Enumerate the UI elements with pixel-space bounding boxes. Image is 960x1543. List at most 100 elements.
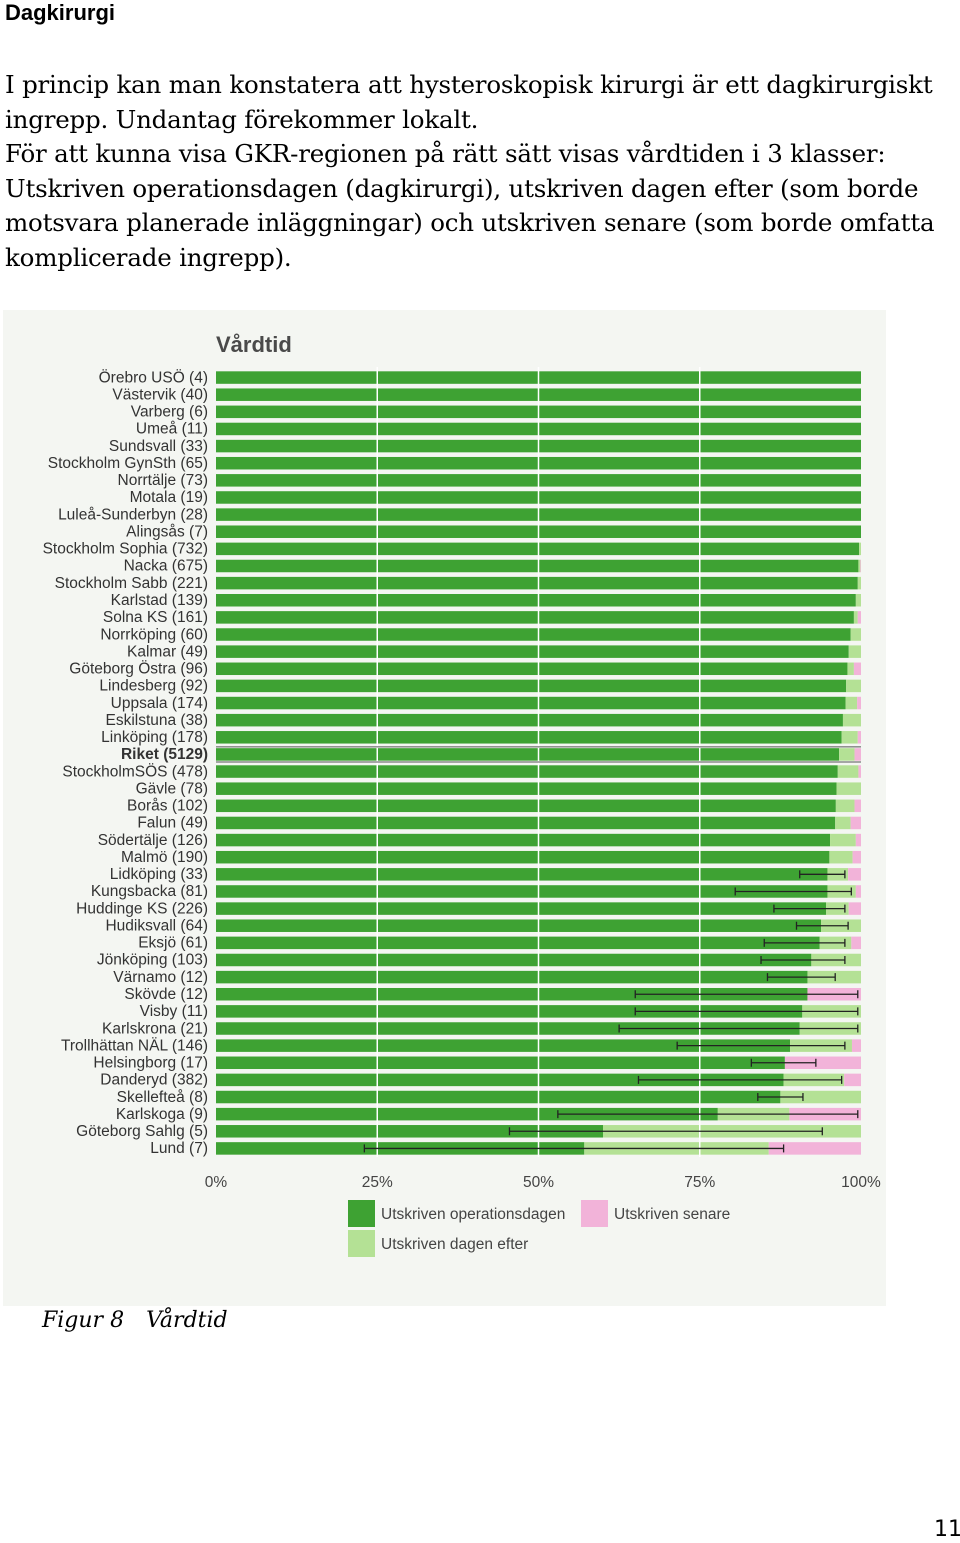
bar-later — [768, 1142, 861, 1155]
bar-op_day — [216, 713, 843, 727]
category-label: Danderyd (382) — [100, 1072, 208, 1089]
bar-op_day — [216, 542, 860, 556]
x-tick-label: 75% — [684, 1174, 715, 1191]
bar-op_day — [216, 1022, 800, 1035]
category-label: Kalmar (49) — [127, 643, 208, 660]
paragraph-2: För att kunna visa GKR-regionen på rätt … — [5, 139, 935, 272]
bar-op_day — [216, 1039, 791, 1052]
category-label: Visby (11) — [140, 1003, 208, 1020]
category-label: Göteborg Östra (96) — [69, 660, 208, 678]
x-tick-label: 50% — [523, 1174, 554, 1191]
category-label: Solna KS (161) — [103, 609, 208, 626]
category-label: Malmö (190) — [121, 849, 208, 866]
bar-later — [857, 696, 861, 710]
bar-op_day — [216, 833, 831, 847]
bar-next_day — [842, 713, 861, 727]
bar-next_day — [835, 799, 855, 813]
category-label: Sundsvall (33) — [109, 438, 208, 455]
bar-op_day — [216, 1005, 803, 1018]
category-label: Linköping (178) — [101, 729, 208, 746]
bar-op_day — [216, 987, 808, 1001]
bar-op_day — [216, 576, 858, 590]
bar-next_day — [836, 782, 861, 795]
bar-op_day — [216, 850, 830, 864]
bar-op_day — [216, 594, 856, 607]
category-label: Trollhättan NÄL (146) — [61, 1037, 208, 1054]
bar-next_day — [845, 696, 858, 710]
bar-later — [848, 868, 861, 881]
bar-later — [854, 799, 861, 813]
category-label: Umeå (11) — [136, 421, 208, 438]
category-label: Örebro USÖ (4) — [99, 368, 208, 386]
category-label: Eksjö (61) — [138, 935, 208, 952]
bar-later — [848, 902, 861, 915]
bar-op_day — [216, 645, 849, 658]
care-time-chart: Vårdtid Örebro USÖ (4) Västervik (40) Varbe… — [3, 310, 886, 1306]
bar-op_day — [216, 970, 808, 984]
caption-label: Figur 8 — [42, 1308, 125, 1333]
category-label: Riket (5129) — [121, 746, 208, 763]
bar-next_day — [857, 576, 861, 590]
category-label: Huddinge KS (226) — [76, 900, 208, 917]
bar-op_day — [216, 1125, 603, 1138]
bar-next_day — [853, 611, 858, 624]
bar-op_day — [216, 919, 822, 932]
category-label: Karlskrona (21) — [102, 1020, 208, 1037]
bar-op_day — [216, 1056, 785, 1070]
category-label: Eskilstuna (38) — [105, 712, 208, 729]
category-label: Lidköping (33) — [110, 866, 208, 883]
bar-later — [858, 765, 861, 778]
category-label: Västervik (40) — [112, 386, 208, 403]
category-label: Karlskoga (9) — [116, 1106, 208, 1123]
category-label: Alingsås (7) — [126, 523, 208, 540]
bar-next_day — [847, 662, 854, 676]
category-label: Göteborg Sahlg (5) — [76, 1123, 208, 1140]
bar-later — [851, 936, 861, 950]
page-number: 11 — [934, 1517, 960, 1542]
bar-op_day — [216, 868, 828, 881]
x-tick-label: 0% — [205, 1174, 228, 1191]
legend-label-op_day: Utskriven operationsdagen — [381, 1206, 565, 1223]
category-label: Motala (19) — [130, 489, 208, 506]
bar-op_day — [216, 611, 854, 624]
bar-op_day — [216, 628, 851, 641]
category-label: Värnamo (12) — [113, 969, 208, 986]
bar-later — [853, 662, 861, 676]
figure-caption: Figur 8 Vårdtid — [42, 1308, 228, 1333]
bar-next_day — [859, 542, 861, 556]
category-label: Uppsala (174) — [111, 695, 208, 712]
legend-swatch-op_day — [348, 1200, 375, 1227]
chart-title: Vårdtid — [216, 332, 292, 357]
category-label: Norrköping (60) — [100, 626, 208, 643]
bar-op_day — [216, 1107, 718, 1121]
category-label: Helsingborg (17) — [93, 1055, 208, 1072]
category-label: Stockholm Sophia (732) — [43, 541, 208, 558]
legend-label-next_day: Utskriven dagen efter — [381, 1236, 528, 1253]
x-tick-label: 25% — [362, 1174, 393, 1191]
category-label: StockholmSÖS (478) — [62, 762, 208, 780]
legend-swatch-next_day — [348, 1230, 375, 1257]
category-label: Lund (7) — [150, 1140, 208, 1157]
x-tick-label: 100% — [841, 1174, 881, 1191]
bar-later — [844, 1073, 861, 1087]
bar-op_day — [216, 936, 820, 950]
category-label: Södertälje (126) — [98, 832, 208, 849]
category-label: Luleå-Sunderbyn (28) — [58, 506, 208, 523]
bar-op_day — [216, 696, 846, 710]
bar-later — [851, 1039, 861, 1052]
category-label: Skövde (12) — [124, 986, 208, 1003]
bar-later — [852, 850, 861, 864]
bar-op_day — [216, 902, 827, 915]
bar-op_day — [216, 559, 859, 573]
category-label: Norrtälje (73) — [118, 472, 208, 489]
bar-next_day — [846, 679, 861, 693]
bar-op_day — [216, 816, 836, 830]
bar-later — [855, 833, 861, 847]
category-label: Kungsbacka (81) — [91, 883, 208, 900]
paragraph-1: I princip kan man konstatera att hystero… — [5, 70, 933, 134]
bar-next_day — [855, 594, 861, 607]
section-heading: Dagkirurgi — [5, 0, 116, 25]
bar-later — [854, 748, 861, 761]
bar-later — [860, 559, 861, 573]
bar-next_day — [848, 645, 861, 658]
